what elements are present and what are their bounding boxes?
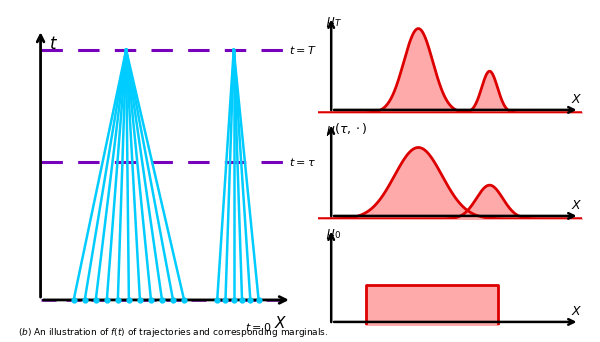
Text: $X$: $X$ — [571, 93, 582, 106]
Text: $(b)$ An illustration of $f(t)$ of trajectories and corresponding marginals.: $(b)$ An illustration of $f(t)$ of traje… — [18, 326, 329, 339]
Text: $X$: $X$ — [571, 199, 582, 212]
Text: $t = 0$: $t = 0$ — [245, 320, 272, 332]
Text: $t$: $t$ — [49, 35, 58, 53]
Text: $X$: $X$ — [571, 305, 582, 318]
Text: $X$: $X$ — [274, 315, 287, 331]
Text: $\mu(\tau,\cdot)$: $\mu(\tau,\cdot)$ — [326, 121, 368, 138]
Text: $t = T$: $t = T$ — [289, 44, 316, 56]
Text: $\mu_T$: $\mu_T$ — [326, 15, 342, 29]
Text: $t = \tau$: $t = \tau$ — [289, 156, 316, 168]
Text: $\mu_0$: $\mu_0$ — [326, 227, 341, 241]
